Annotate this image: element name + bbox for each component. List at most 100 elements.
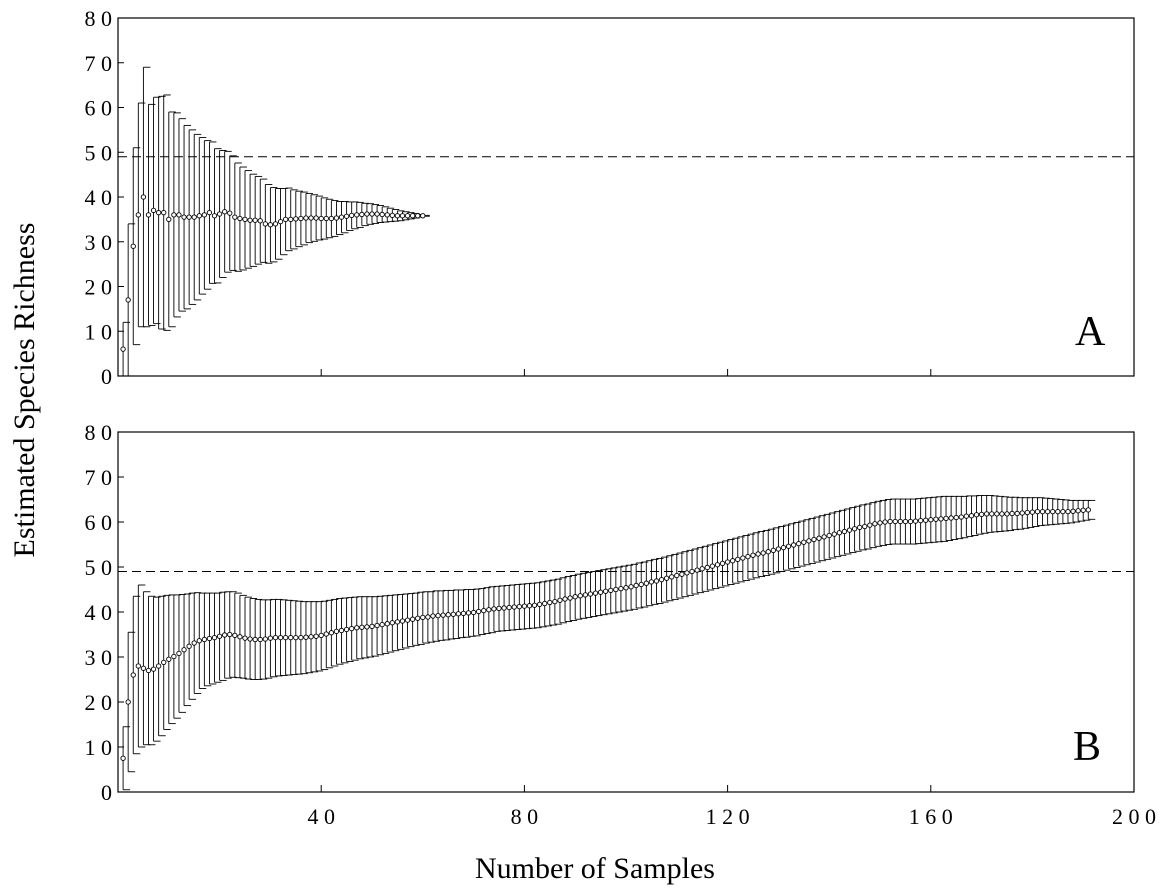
panel-a-point bbox=[171, 212, 177, 218]
panel-a-point bbox=[282, 216, 289, 223]
panel-a-point bbox=[181, 214, 187, 220]
panel-b-point bbox=[227, 631, 233, 638]
panel-b-point bbox=[455, 611, 462, 617]
panel-b-marks: 0 1 0 2 0 3 0 4 0 5 0 6 0 7 0 8 0 4 0 8 0 1 2 0 1 6 … bbox=[85, 420, 1157, 829]
panel-b-point bbox=[516, 603, 522, 610]
panel-b-point bbox=[567, 595, 573, 601]
panel-b-point bbox=[1029, 509, 1036, 515]
panel-a-point bbox=[222, 209, 228, 215]
panel-a-point bbox=[145, 212, 152, 218]
panel-a-point bbox=[328, 215, 335, 222]
panel-b-point bbox=[288, 635, 294, 641]
panel-b-point bbox=[582, 592, 589, 598]
panel-b-point bbox=[1009, 510, 1015, 517]
panel-b-point bbox=[857, 524, 863, 531]
panel-b-point bbox=[968, 513, 975, 519]
panel-b-point bbox=[369, 623, 375, 630]
panel-b-point bbox=[409, 616, 416, 622]
panel-b-point bbox=[150, 666, 157, 672]
panel-b-point bbox=[663, 575, 670, 581]
panel-b-point bbox=[907, 518, 914, 525]
panel-b-point bbox=[1055, 508, 1061, 515]
panel-b-point bbox=[318, 632, 324, 639]
panel-b-point bbox=[465, 610, 472, 616]
panel-b-ytick-label: 0 bbox=[101, 780, 112, 805]
panel-a-point bbox=[308, 215, 314, 221]
panel-b-point bbox=[511, 604, 517, 610]
panel-b-point bbox=[796, 540, 802, 547]
panel-a-point bbox=[420, 213, 426, 219]
panel-a-ytick-label: 2 0 bbox=[85, 275, 113, 300]
panel-b-point bbox=[232, 632, 238, 639]
panel-b-point bbox=[994, 511, 1000, 517]
panel-b-point bbox=[897, 518, 903, 525]
panel-b-point bbox=[262, 636, 268, 642]
panel-b-point bbox=[196, 638, 202, 644]
panel-b-point bbox=[577, 593, 583, 599]
x-axis-title: Number of Samples bbox=[475, 852, 715, 885]
panel-b-point bbox=[420, 614, 426, 621]
panel-a-point bbox=[379, 211, 385, 218]
panel-b-point bbox=[963, 513, 970, 519]
panel-a-point bbox=[323, 215, 329, 222]
panel-b-point bbox=[501, 605, 507, 611]
panel-a-point bbox=[262, 221, 268, 227]
panel-b-point bbox=[470, 609, 477, 616]
panel-b-point bbox=[425, 614, 431, 620]
panel-a-point bbox=[247, 217, 253, 223]
panel-b-point bbox=[186, 643, 192, 649]
panel-b-point bbox=[328, 630, 335, 636]
panel-b-ytick-label: 3 0 bbox=[85, 645, 113, 670]
panel-b-ytick-label: 1 0 bbox=[85, 735, 113, 760]
panel-b-point bbox=[440, 612, 446, 618]
panel-b-point bbox=[237, 634, 243, 640]
panel-b-point bbox=[872, 521, 878, 527]
panel-b-point bbox=[171, 653, 177, 660]
panel-b-point bbox=[1070, 508, 1076, 514]
panel-a-point bbox=[135, 212, 141, 218]
y-axis-title: Estimated Species Richness bbox=[8, 223, 41, 558]
panel-b-point bbox=[923, 517, 929, 523]
panel-b-point bbox=[542, 600, 548, 607]
panel-b-point bbox=[496, 605, 502, 612]
panel-b-point bbox=[613, 586, 619, 593]
panel-a-point bbox=[415, 213, 421, 219]
panel-b-ytick-label: 8 0 bbox=[85, 420, 113, 445]
panel-b-point bbox=[882, 519, 888, 525]
panel-b-point bbox=[552, 599, 558, 605]
panel-b-point bbox=[984, 511, 990, 517]
panel-b-point bbox=[161, 659, 167, 666]
panel-a-point bbox=[349, 212, 355, 218]
panel-b-point bbox=[658, 576, 665, 583]
panel-b-point bbox=[216, 633, 223, 639]
panel-b-point bbox=[694, 567, 700, 573]
panel-b-point bbox=[155, 663, 162, 669]
panel-b-point bbox=[277, 635, 284, 641]
panel-b-point bbox=[120, 755, 126, 761]
panel-b-point bbox=[506, 604, 512, 611]
panel-a-point bbox=[354, 212, 360, 218]
panel-b-point bbox=[714, 562, 721, 568]
panel-a-point bbox=[409, 213, 416, 219]
panel-b-point bbox=[1004, 511, 1010, 517]
panel-b-point bbox=[404, 617, 411, 623]
panel-a-point bbox=[130, 243, 136, 249]
panel-b-point bbox=[191, 640, 197, 646]
panel-b-ytick-label: 7 0 bbox=[85, 465, 113, 490]
panel-b-point bbox=[1065, 508, 1071, 515]
panel-b-point bbox=[445, 612, 451, 618]
panel-b-point bbox=[801, 539, 807, 545]
panel-b-point bbox=[181, 647, 187, 653]
panel-b-point bbox=[267, 635, 274, 641]
panel-b-point bbox=[745, 554, 751, 560]
panel-b-point bbox=[638, 581, 644, 588]
panel-b-point bbox=[135, 663, 141, 669]
panel-a-ytick-label: 8 0 bbox=[85, 6, 113, 31]
panel-b-point bbox=[460, 610, 467, 616]
panel-b-point bbox=[750, 552, 756, 558]
panel-b-point bbox=[867, 522, 873, 528]
panel-b-ytick-label: 4 0 bbox=[85, 600, 113, 625]
panel-b-point bbox=[242, 635, 248, 641]
panel-b-point bbox=[887, 518, 893, 525]
